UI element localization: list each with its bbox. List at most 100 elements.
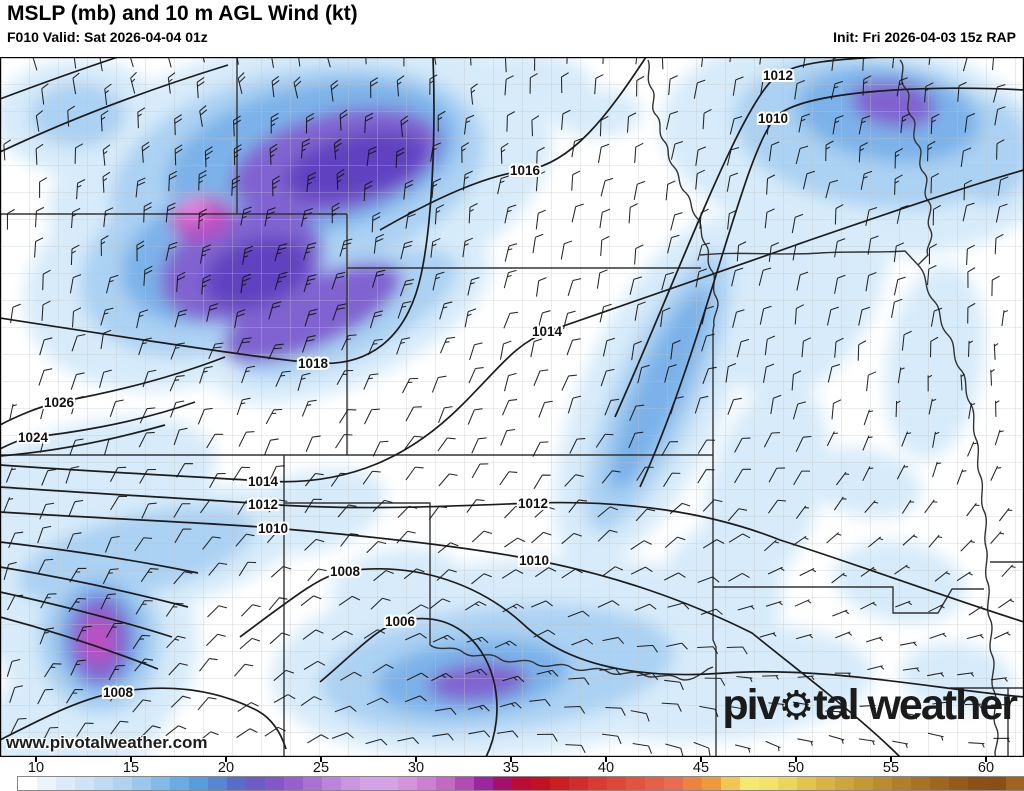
wind-barb — [497, 175, 510, 195]
wind-barb — [894, 174, 903, 195]
isobar-value-label: 1012 — [248, 497, 278, 512]
wind-barb — [994, 106, 1006, 126]
colorbar-tick-label: 55 — [882, 760, 900, 776]
wind-barb — [76, 625, 92, 642]
wind-barb — [363, 373, 379, 390]
wind-barb — [998, 598, 1015, 609]
colorbar-segment — [360, 777, 379, 790]
wind-barb — [726, 146, 740, 166]
wind-barb — [600, 235, 610, 257]
wind-barb — [993, 343, 999, 360]
isobar-value-label: 1008 — [103, 685, 134, 700]
colorbar-segment — [588, 777, 607, 790]
colorbar-segment — [417, 777, 436, 790]
wind-barb — [165, 202, 176, 223]
wind-barb — [166, 635, 186, 649]
wind-barb — [600, 368, 615, 387]
colorbar-tick-label: 45 — [692, 760, 710, 776]
wind-barb — [634, 603, 657, 611]
wind-barb — [369, 310, 384, 329]
wind-barb — [70, 244, 80, 266]
wind-barb — [402, 377, 419, 394]
wind-barb — [892, 740, 909, 748]
wind-barb — [207, 605, 228, 618]
wind-barb — [110, 495, 128, 511]
wind-barb — [35, 110, 44, 132]
wind-barb — [997, 176, 1009, 196]
isobar-line — [319, 617, 498, 757]
wind-barb — [134, 537, 153, 552]
wind-barb — [42, 269, 51, 291]
wind-barb — [440, 336, 456, 354]
wind-barb — [364, 57, 373, 65]
wind-barb — [71, 334, 86, 352]
wind-barb — [397, 737, 420, 745]
wind-barb — [363, 180, 373, 202]
wind-barb — [994, 429, 1004, 446]
wind-barb — [857, 340, 867, 361]
wind-barb — [242, 245, 254, 265]
wind-barb — [235, 57, 243, 65]
wind-barb — [767, 566, 785, 575]
wind-barb — [595, 433, 614, 448]
wind-barb — [39, 177, 48, 198]
wind-barb — [927, 672, 945, 677]
colorbar-segment — [75, 777, 94, 790]
isobar-value-label: 1014 — [248, 474, 279, 489]
wind-barb — [396, 530, 416, 544]
wind-barb — [504, 75, 514, 96]
wind-barb — [233, 144, 242, 165]
wind-barb — [599, 115, 609, 137]
colorbar-segment — [303, 777, 322, 790]
wind-barb — [760, 74, 772, 94]
valid-time-label: F010 Valid: Sat 2026-04-04 01z — [7, 29, 208, 45]
wind-barb — [306, 172, 317, 193]
wind-barb — [499, 701, 522, 709]
wind-barb — [400, 240, 413, 260]
wind-barb — [561, 374, 577, 391]
wind-barb — [629, 276, 642, 295]
wind-barb — [141, 141, 150, 163]
wind-barb — [494, 640, 517, 649]
wind-barb — [174, 144, 183, 166]
wind-barb — [768, 141, 780, 162]
wind-barb — [199, 365, 213, 384]
wind-barb — [866, 371, 877, 392]
wind-barb — [529, 698, 551, 707]
wind-barb — [167, 72, 176, 94]
isobar-line — [379, 57, 647, 231]
wind-barb — [504, 505, 524, 519]
wind-barb — [174, 528, 192, 544]
wind-barb — [336, 168, 345, 190]
wind-barb — [892, 57, 902, 69]
wind-barb — [37, 525, 52, 544]
wind-barb — [1001, 310, 1009, 327]
wind-barb — [928, 534, 943, 548]
wind-barb — [865, 272, 877, 292]
wind-barb — [928, 57, 939, 65]
wind-barb — [630, 566, 653, 575]
wind-barb — [269, 143, 278, 165]
wind-barb — [536, 146, 545, 168]
wind-barb — [139, 407, 156, 424]
wind-barb — [468, 367, 484, 384]
wind-barb — [533, 629, 556, 638]
colorbar-segment — [759, 777, 778, 790]
wind-barb — [798, 113, 811, 133]
wind-barb — [995, 400, 1000, 417]
wind-barb — [264, 438, 279, 456]
wind-barb — [601, 733, 622, 745]
wind-barb — [702, 366, 717, 384]
wind-barb — [695, 146, 707, 166]
wind-barb — [670, 339, 681, 360]
wind-barb — [860, 170, 873, 190]
wind-barb — [236, 728, 258, 738]
colorbar-segment — [18, 777, 37, 790]
wind-barb — [34, 206, 45, 228]
wind-barb — [968, 402, 976, 419]
wind-barb — [599, 208, 611, 229]
colorbar-segment — [1006, 777, 1024, 790]
wind-barb — [858, 306, 871, 326]
wind-barb — [532, 233, 544, 254]
